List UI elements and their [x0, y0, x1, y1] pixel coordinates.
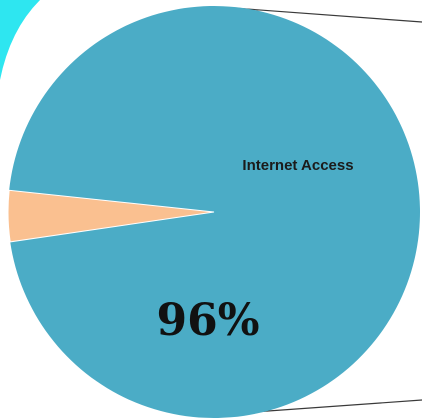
background-accent-shape	[0, 0, 40, 80]
pie-slices	[8, 6, 420, 418]
slice-label-internet-access: Internet Access	[242, 157, 353, 174]
slice-percent-label: 96%	[156, 295, 259, 346]
